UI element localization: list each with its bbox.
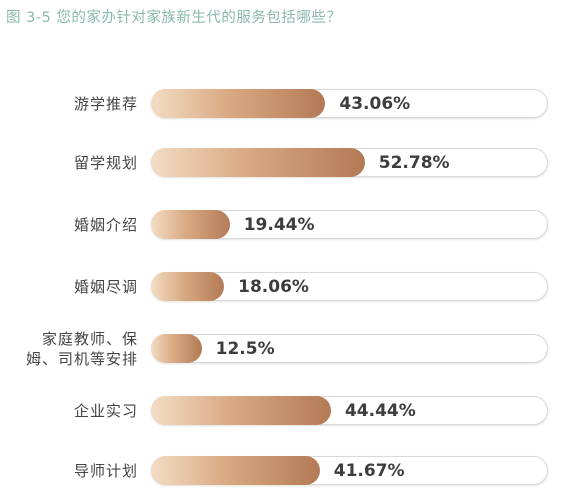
data-label: 19.44%	[243, 214, 315, 235]
bar	[151, 456, 320, 485]
bar-row: 游学推荐 43.06%	[0, 85, 566, 123]
data-label: 44.44%	[344, 400, 416, 421]
data-label: 43.06%	[339, 93, 411, 114]
bar-track	[151, 334, 548, 363]
bar-row: 婚姻介绍 19.44%	[0, 206, 566, 244]
category-label: 留学规划	[73, 154, 138, 172]
data-label: 18.06%	[238, 276, 309, 297]
category-label: 游学推荐	[73, 95, 138, 113]
bar	[151, 210, 230, 239]
chart-title: 图 3-5 您的家办针对家族新生代的服务包括哪些？	[6, 10, 342, 26]
category-label: 婚姻介绍	[73, 216, 138, 234]
bar-row: 留学规划 52.78%	[0, 144, 566, 182]
bar-row: 导师计划 41.67%	[0, 452, 566, 490]
data-label: 52.78%	[378, 152, 450, 173]
data-label: 41.67%	[333, 460, 405, 481]
category-label: 企业实习	[73, 402, 138, 420]
bar-row: 企业实习 44.44%	[0, 392, 566, 430]
bar-row: 婚姻尽调 18.06%	[0, 268, 566, 306]
category-label: 婚姻尽调	[73, 278, 138, 296]
bar	[151, 272, 225, 301]
bar	[151, 396, 331, 425]
bar	[151, 89, 326, 118]
bar	[151, 148, 365, 177]
category-label: 导师计划	[73, 462, 138, 480]
bar	[151, 334, 202, 363]
data-label: 12.5%	[215, 338, 275, 359]
category-label: 家庭教师、保 姆、司机等安排	[25, 330, 138, 368]
bar-row: 家庭教师、保 姆、司机等安排 12.5%	[0, 330, 566, 368]
